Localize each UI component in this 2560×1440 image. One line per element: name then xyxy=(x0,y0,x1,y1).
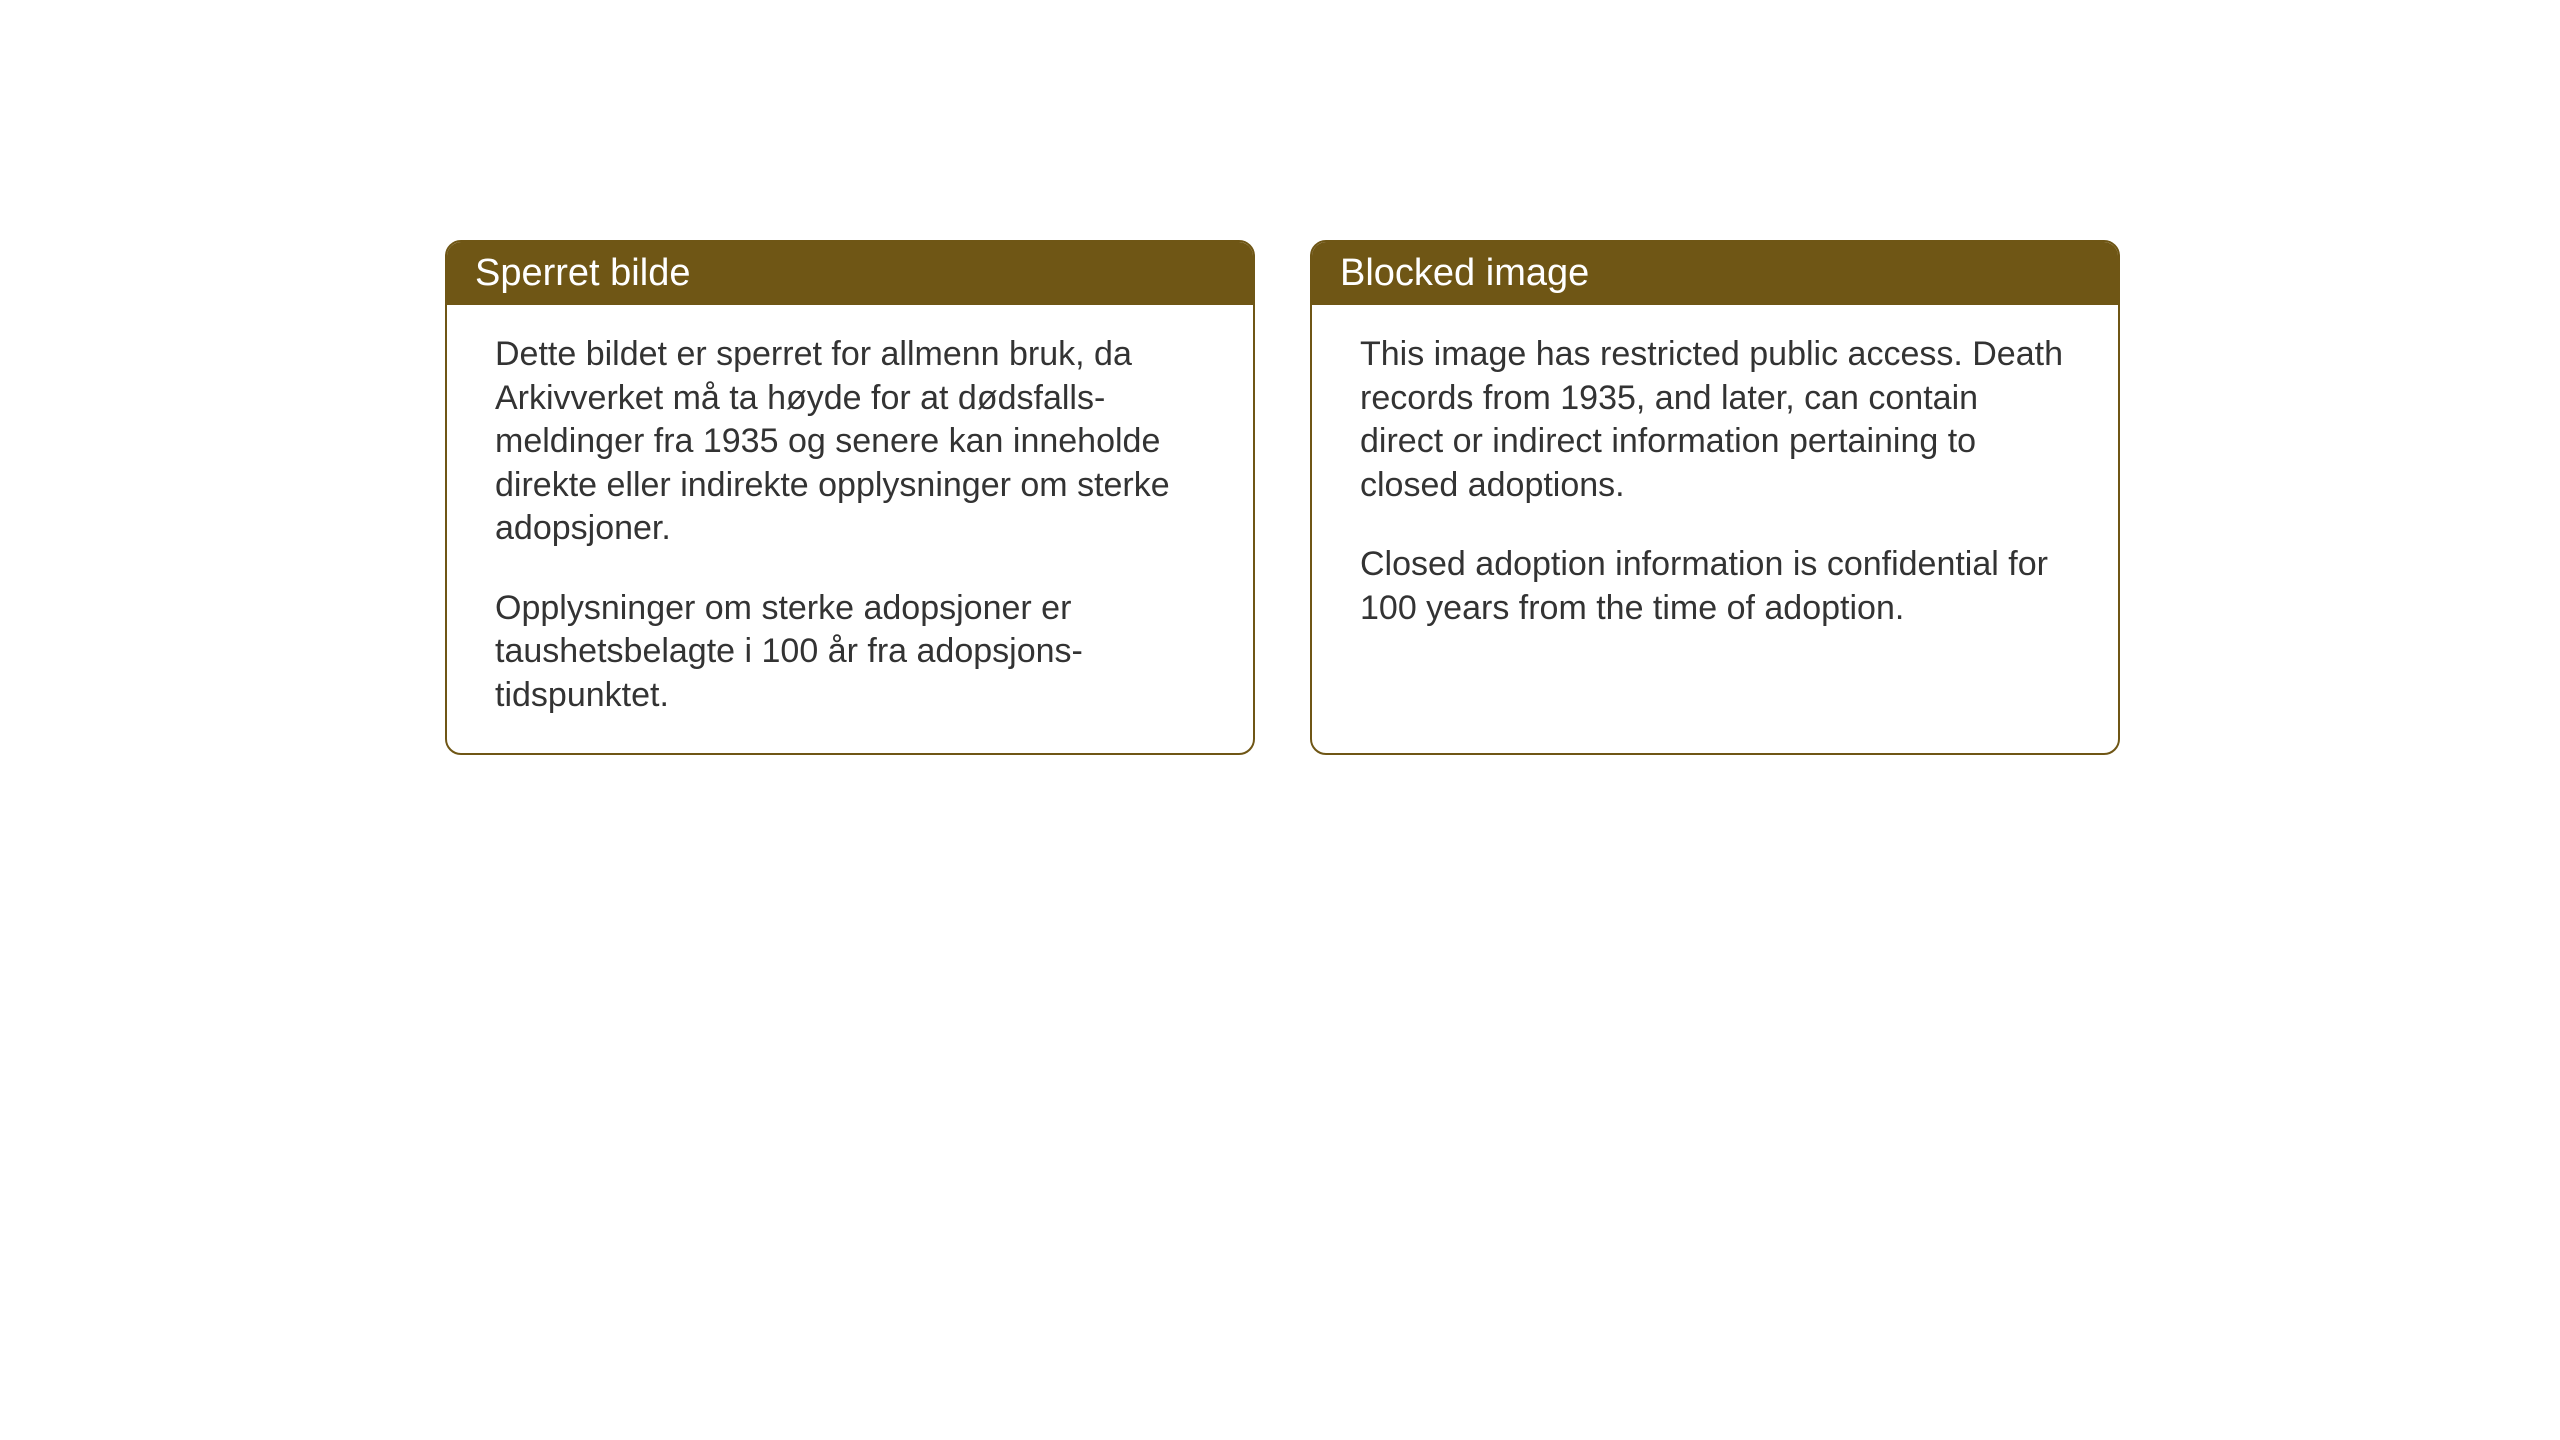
card-header-norwegian: Sperret bilde xyxy=(447,242,1253,305)
notice-card-norwegian: Sperret bilde Dette bildet er sperret fo… xyxy=(445,240,1255,755)
card-paragraph-2-english: Closed adoption information is confident… xyxy=(1360,543,2070,630)
card-paragraph-1-norwegian: Dette bildet er sperret for allmenn bruk… xyxy=(495,333,1205,551)
card-header-english: Blocked image xyxy=(1312,242,2118,305)
card-body-norwegian: Dette bildet er sperret for allmenn bruk… xyxy=(447,305,1253,753)
card-title-norwegian: Sperret bilde xyxy=(475,252,690,294)
card-body-english: This image has restricted public access.… xyxy=(1312,305,2118,708)
card-paragraph-2-norwegian: Opplysninger om sterke adopsjoner er tau… xyxy=(495,587,1205,718)
card-paragraph-1-english: This image has restricted public access.… xyxy=(1360,333,2070,507)
notice-container: Sperret bilde Dette bildet er sperret fo… xyxy=(445,240,2120,755)
card-title-english: Blocked image xyxy=(1340,252,1589,294)
notice-card-english: Blocked image This image has restricted … xyxy=(1310,240,2120,755)
